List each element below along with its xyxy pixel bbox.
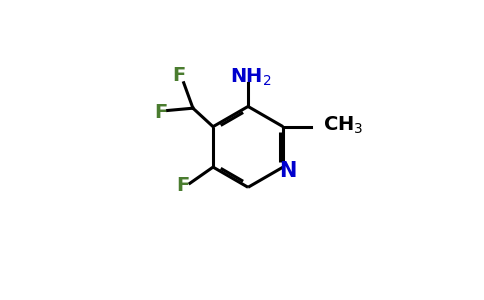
Text: F: F xyxy=(154,103,167,122)
Text: N: N xyxy=(279,161,297,181)
Text: F: F xyxy=(172,66,186,85)
Text: NH$_2$: NH$_2$ xyxy=(229,67,271,88)
Text: F: F xyxy=(176,176,190,195)
Text: CH$_3$: CH$_3$ xyxy=(323,115,364,136)
